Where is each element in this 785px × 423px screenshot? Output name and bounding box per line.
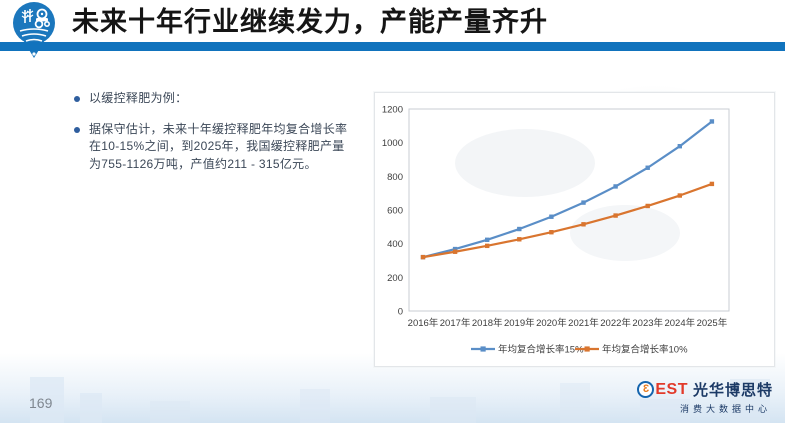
svg-text:2018年: 2018年 xyxy=(472,317,503,329)
bullet-icon xyxy=(74,126,80,133)
bullet-icon xyxy=(74,96,80,102)
list-item: 以缓控释肥为例： xyxy=(74,90,350,108)
growth-chart-card: 0 200 400 600 800 1000 1200 2016年 2017年 2018年 2019… xyxy=(374,92,775,367)
svg-text:年均复合增长率10%: 年均复合增长率10% xyxy=(602,344,688,356)
page-number: 169 xyxy=(29,395,53,411)
agriculture-pin-icon xyxy=(13,2,55,58)
logo-b-glyph: 3 xyxy=(642,383,649,395)
header-accent-bar xyxy=(0,42,785,51)
svg-text:2022年: 2022年 xyxy=(600,317,631,329)
svg-text:1000: 1000 xyxy=(382,138,403,149)
building-silhouette xyxy=(300,389,330,423)
building-silhouette xyxy=(80,393,102,423)
page-title: 未来十年行业继续发力，产能产量齐升 xyxy=(72,7,548,37)
growth-chart-svg: 0 200 400 600 800 1000 1200 2016年 2017年 2018年 2019… xyxy=(382,105,730,356)
building-silhouette xyxy=(150,401,190,423)
logo-wordmark: EST xyxy=(655,380,688,398)
svg-text:400: 400 xyxy=(387,239,403,250)
svg-text:0: 0 xyxy=(398,307,403,318)
svg-text:2016年: 2016年 xyxy=(408,317,439,329)
svg-text:1200: 1200 xyxy=(382,105,403,116)
logo-b-icon: 3 xyxy=(637,381,655,398)
building-silhouette xyxy=(430,397,476,423)
svg-text:2023年: 2023年 xyxy=(632,317,663,329)
svg-text:800: 800 xyxy=(387,172,403,183)
bullet-list: 以缓控释肥为例： 据保守估计，未来十年缓控释肥年均复合增长率在10-15%之间，… xyxy=(74,90,350,186)
svg-text:600: 600 xyxy=(387,206,403,217)
list-item: 据保守估计，未来十年缓控释肥年均复合增长率在10-15%之间，到2025年，我国… xyxy=(74,121,350,174)
svg-text:2019年: 2019年 xyxy=(504,317,535,329)
svg-text:2020年: 2020年 xyxy=(536,317,567,329)
bullet-text: 据保守估计，未来十年缓控释肥年均复合增长率在10-15%之间，到2025年，我国… xyxy=(89,121,348,171)
bullet-text: 以缓控释肥为例： xyxy=(89,91,188,105)
svg-text:2024年: 2024年 xyxy=(664,317,695,329)
company-logo: 3 EST 光华博思特 消费大数据中心 xyxy=(637,379,773,415)
svg-text:2017年: 2017年 xyxy=(440,317,471,329)
logo-company-name: 光华博思特 xyxy=(692,382,773,399)
svg-text:2025年: 2025年 xyxy=(697,317,728,329)
svg-text:年均复合增长率15%: 年均复合增长率15% xyxy=(498,344,584,356)
svg-text:2021年: 2021年 xyxy=(568,317,599,329)
company-logo-row: 3 EST 光华博思特 xyxy=(637,379,773,400)
logo-subtitle: 消费大数据中心 xyxy=(679,404,771,414)
building-silhouette xyxy=(560,383,590,423)
svg-text:200: 200 xyxy=(387,273,403,284)
